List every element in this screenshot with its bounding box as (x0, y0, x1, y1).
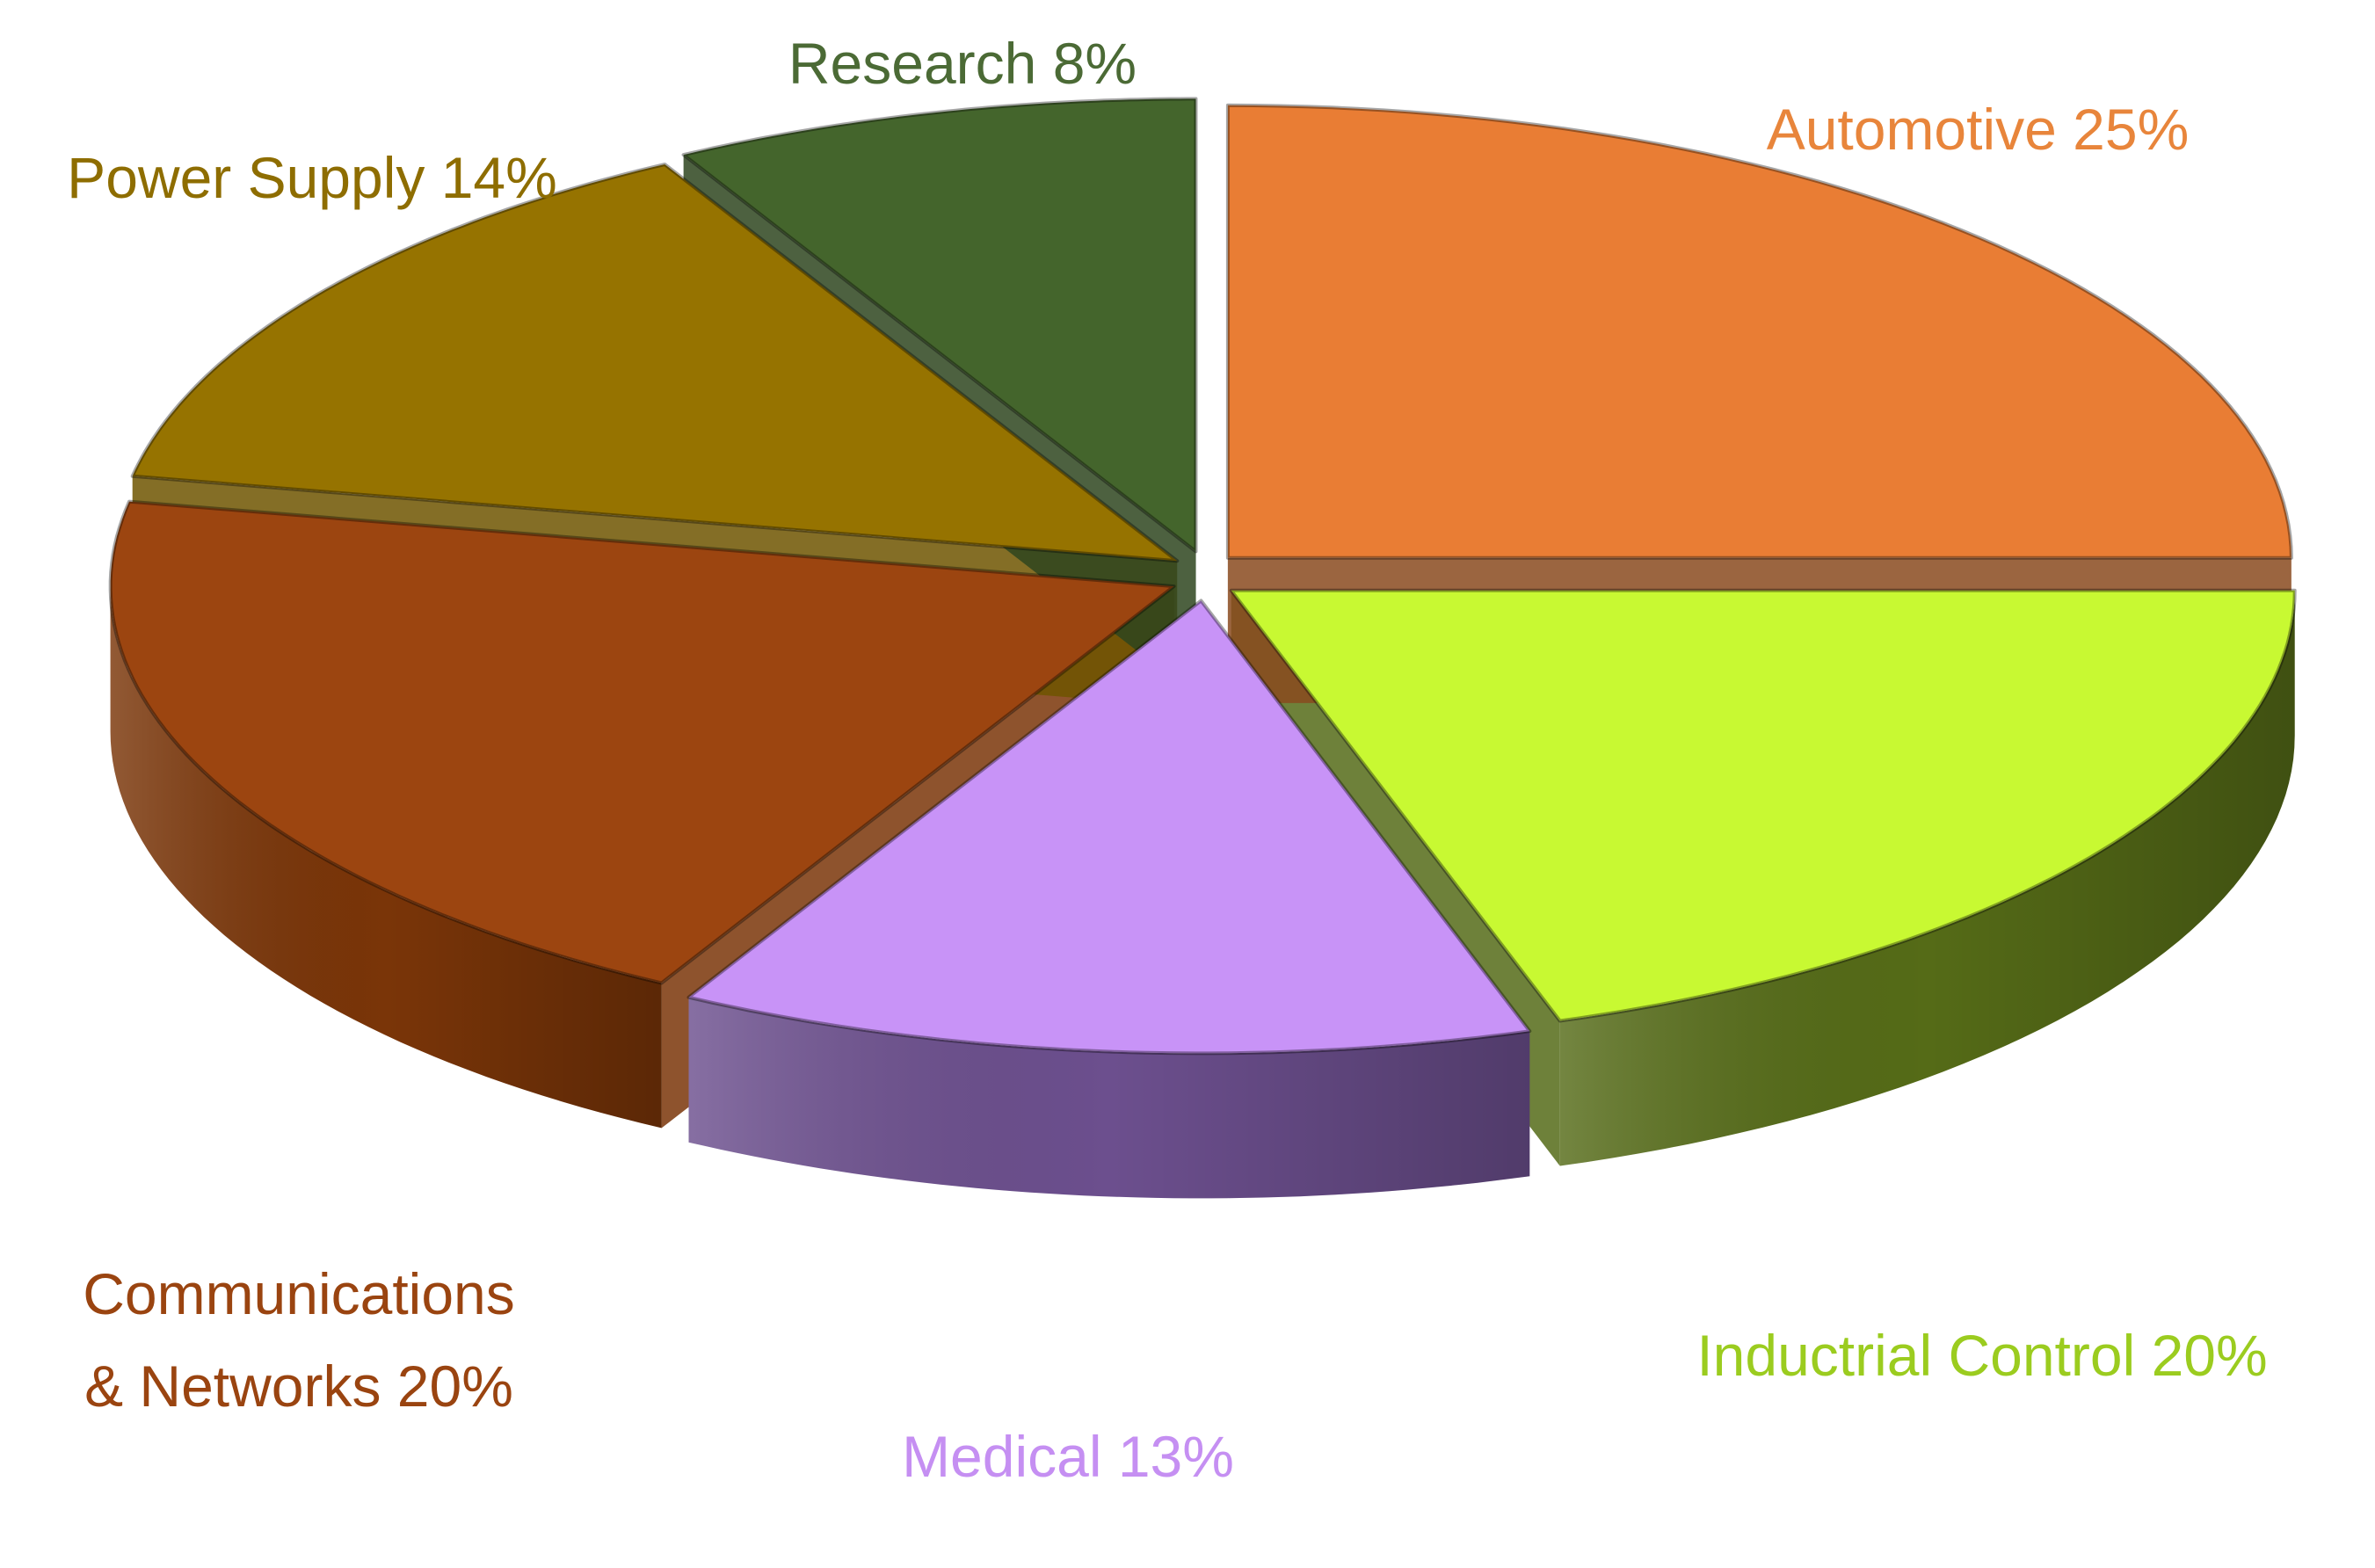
pie-side-shade (110, 586, 662, 1129)
slice-label-research: Research 8% (788, 31, 1137, 96)
slice-label-automotive: Automotive 25% (1767, 97, 2190, 162)
pie-side-shade (1559, 590, 2295, 1166)
pie-slice-medical (686, 599, 1532, 1056)
pie-slice-inductrial-control (1229, 588, 2297, 1023)
pie-slice-power-supply (130, 163, 1180, 563)
slice-label-medical: Medical 13% (902, 1424, 1234, 1489)
pie-tops (108, 97, 2297, 1056)
slice-label-inductrial-control: Inductrial Control 20% (1696, 1323, 2267, 1388)
pie-labels: Automotive 25% Inductrial Control 20% Medi… (67, 31, 2268, 1489)
slice-label-communications-networks: Communications & Networks 20% (83, 1261, 515, 1419)
pie-slice-communications-networks (108, 499, 1176, 985)
pie-side-shade (688, 997, 1530, 1199)
slice-label-power-supply: Power Supply 14% (67, 145, 557, 210)
pie-slice-automotive (1225, 103, 2293, 560)
pie-slice-research (681, 97, 1198, 554)
